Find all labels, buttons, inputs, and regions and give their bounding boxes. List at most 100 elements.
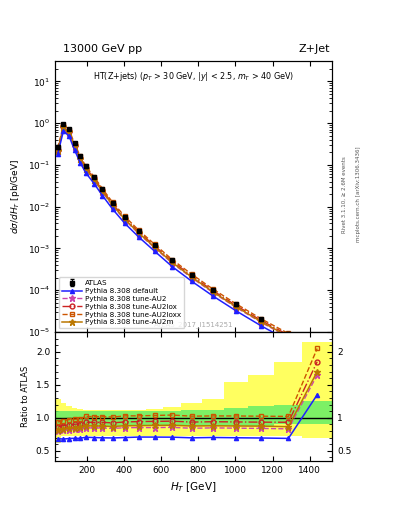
Pythia 8.308 tune-AU2 — [72, 144, 77, 150]
Pythia 8.308 tune-AU2 — [315, 349, 320, 355]
Pythia 8.308 default — [189, 278, 194, 284]
Line: Pythia 8.308 tune-AU2m: Pythia 8.308 tune-AU2m — [55, 124, 320, 355]
Pythia 8.308 tune-AU2m — [61, 124, 66, 131]
Pythia 8.308 tune-AU2lox — [72, 142, 77, 148]
Pythia 8.308 tune-AU2loxx — [189, 271, 194, 278]
Line: Pythia 8.308 tune-AU2loxx: Pythia 8.308 tune-AU2loxx — [55, 122, 320, 351]
Pythia 8.308 tune-AU2loxx — [315, 345, 320, 351]
Pythia 8.308 tune-AU2loxx — [152, 241, 157, 247]
Pythia 8.308 tune-AU2 — [152, 245, 157, 251]
Pythia 8.308 tune-AU2m — [100, 188, 105, 195]
Pythia 8.308 tune-AU2lox — [286, 332, 291, 338]
Pythia 8.308 tune-AU2lox — [100, 187, 105, 194]
Pythia 8.308 tune-AU2loxx — [61, 122, 66, 128]
Pythia 8.308 default — [66, 133, 71, 139]
Pythia 8.308 default — [234, 308, 239, 314]
Pythia 8.308 tune-AU2lox — [92, 175, 96, 181]
Pythia 8.308 default — [315, 353, 320, 359]
Pythia 8.308 default — [55, 151, 60, 157]
Y-axis label: $d\sigma/dH_T$ [pb/GeV]: $d\sigma/dH_T$ [pb/GeV] — [9, 159, 22, 234]
Pythia 8.308 tune-AU2loxx — [110, 199, 115, 205]
Pythia 8.308 tune-AU2loxx — [72, 141, 77, 147]
Pythia 8.308 default — [83, 169, 88, 176]
Y-axis label: Ratio to ATLAS: Ratio to ATLAS — [21, 366, 30, 427]
Pythia 8.308 tune-AU2 — [189, 275, 194, 281]
Pythia 8.308 default — [92, 180, 96, 186]
Pythia 8.308 tune-AU2loxx — [78, 153, 83, 159]
Pythia 8.308 tune-AU2m — [122, 216, 127, 222]
Pythia 8.308 tune-AU2m — [136, 230, 141, 236]
Pythia 8.308 tune-AU2 — [122, 217, 127, 223]
Pythia 8.308 tune-AU2lox — [211, 288, 215, 294]
X-axis label: $H_T$ [GeV]: $H_T$ [GeV] — [170, 480, 217, 494]
Pythia 8.308 tune-AU2lox — [170, 258, 174, 264]
Pythia 8.308 tune-AU2 — [66, 130, 71, 136]
Pythia 8.308 tune-AU2m — [259, 319, 264, 325]
Pythia 8.308 tune-AU2lox — [259, 317, 264, 324]
Pythia 8.308 tune-AU2loxx — [83, 163, 88, 169]
Pythia 8.308 tune-AU2loxx — [122, 214, 127, 220]
Pythia 8.308 default — [136, 234, 141, 240]
Pythia 8.308 tune-AU2loxx — [92, 174, 96, 180]
Pythia 8.308 tune-AU2m — [189, 274, 194, 280]
Text: Rivet 3.1.10, ≥ 2.6M events: Rivet 3.1.10, ≥ 2.6M events — [342, 156, 347, 233]
Pythia 8.308 default — [286, 337, 291, 344]
Pythia 8.308 default — [152, 248, 157, 254]
Pythia 8.308 default — [72, 147, 77, 153]
Pythia 8.308 tune-AU2lox — [110, 201, 115, 207]
Pythia 8.308 tune-AU2 — [100, 189, 105, 195]
Pythia 8.308 tune-AU2m — [315, 349, 320, 355]
Pythia 8.308 tune-AU2m — [152, 244, 157, 250]
Pythia 8.308 default — [211, 293, 215, 299]
Pythia 8.308 default — [170, 264, 174, 270]
Pythia 8.308 tune-AU2lox — [136, 229, 141, 235]
Pythia 8.308 tune-AU2lox — [189, 273, 194, 279]
Text: 13000 GeV pp: 13000 GeV pp — [62, 44, 142, 54]
Pythia 8.308 tune-AU2 — [92, 177, 96, 183]
Pythia 8.308 tune-AU2loxx — [211, 286, 215, 292]
Pythia 8.308 tune-AU2lox — [152, 243, 157, 249]
Pythia 8.308 tune-AU2lox — [55, 146, 60, 153]
Pythia 8.308 tune-AU2m — [170, 260, 174, 266]
Pythia 8.308 default — [259, 323, 264, 329]
Pythia 8.308 tune-AU2m — [72, 143, 77, 149]
Pythia 8.308 default — [122, 220, 127, 226]
Line: Pythia 8.308 tune-AU2lox: Pythia 8.308 tune-AU2lox — [55, 124, 320, 352]
Pythia 8.308 tune-AU2lox — [78, 155, 83, 161]
Pythia 8.308 tune-AU2 — [136, 230, 141, 237]
Pythia 8.308 tune-AU2loxx — [170, 257, 174, 263]
Pythia 8.308 tune-AU2loxx — [259, 316, 264, 322]
Pythia 8.308 tune-AU2lox — [315, 347, 320, 353]
Pythia 8.308 tune-AU2m — [110, 202, 115, 208]
Pythia 8.308 tune-AU2loxx — [234, 301, 239, 307]
Pythia 8.308 tune-AU2m — [211, 289, 215, 295]
Pythia 8.308 tune-AU2lox — [61, 123, 66, 130]
Pythia 8.308 tune-AU2lox — [83, 164, 88, 170]
Pythia 8.308 default — [61, 128, 66, 134]
Pythia 8.308 tune-AU2 — [55, 148, 60, 154]
Pythia 8.308 tune-AU2lox — [66, 128, 71, 134]
Pythia 8.308 default — [100, 193, 105, 199]
Pythia 8.308 tune-AU2m — [66, 129, 71, 135]
Pythia 8.308 tune-AU2m — [78, 156, 83, 162]
Pythia 8.308 tune-AU2m — [286, 333, 291, 339]
Text: Z+Jet: Z+Jet — [299, 44, 330, 54]
Pythia 8.308 default — [110, 206, 115, 212]
Pythia 8.308 tune-AU2m — [234, 304, 239, 310]
Pythia 8.308 tune-AU2 — [83, 166, 88, 173]
Pythia 8.308 tune-AU2loxx — [286, 330, 291, 336]
Pythia 8.308 tune-AU2loxx — [66, 126, 71, 133]
Pythia 8.308 tune-AU2lox — [122, 215, 127, 221]
Text: ATLAS_2017_I1514251: ATLAS_2017_I1514251 — [154, 321, 233, 328]
Pythia 8.308 tune-AU2 — [286, 334, 291, 340]
Text: mcplots.cern.ch [arXiv:1306.3436]: mcplots.cern.ch [arXiv:1306.3436] — [356, 147, 361, 242]
Pythia 8.308 tune-AU2 — [234, 305, 239, 311]
Pythia 8.308 tune-AU2 — [170, 260, 174, 266]
Pythia 8.308 tune-AU2 — [211, 290, 215, 296]
Pythia 8.308 tune-AU2 — [78, 156, 83, 162]
Pythia 8.308 default — [78, 159, 83, 165]
Text: HT(Z+jets) ($p_T$ > 30 GeV, $|y|$ < 2.5, $m_T$ > 40 GeV): HT(Z+jets) ($p_T$ > 30 GeV, $|y|$ < 2.5,… — [93, 70, 294, 82]
Pythia 8.308 tune-AU2loxx — [100, 185, 105, 191]
Pythia 8.308 tune-AU2m — [83, 166, 88, 172]
Legend: ATLAS, Pythia 8.308 default, Pythia 8.308 tune-AU2, Pythia 8.308 tune-AU2lox, Py: ATLAS, Pythia 8.308 default, Pythia 8.30… — [59, 277, 184, 328]
